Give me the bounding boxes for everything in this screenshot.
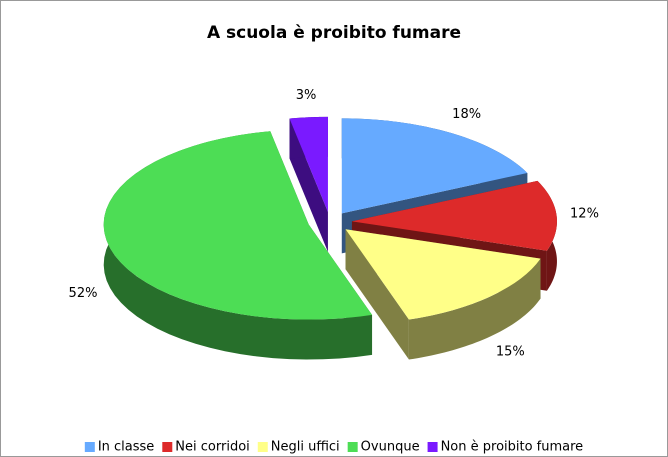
slice-top bbox=[103, 131, 373, 320]
legend-label: Negli uffici bbox=[271, 440, 340, 455]
data-label: 18% bbox=[452, 107, 481, 122]
slice bbox=[345, 229, 541, 360]
legend-swatch bbox=[257, 442, 268, 452]
legend-label: In classe bbox=[98, 440, 154, 455]
slice-top bbox=[345, 229, 541, 320]
slice-side bbox=[408, 258, 541, 360]
slice bbox=[103, 131, 373, 360]
data-label: 3% bbox=[296, 88, 317, 103]
data-label: 52% bbox=[69, 286, 98, 301]
slice bbox=[289, 116, 328, 252]
legend-label: Ovunque bbox=[361, 440, 420, 455]
chart-title: A scuola è proibito fumare bbox=[207, 23, 461, 43]
legend-swatch bbox=[84, 442, 95, 452]
legend-swatch bbox=[427, 442, 438, 452]
data-label: 15% bbox=[496, 344, 525, 359]
data-label: 12% bbox=[570, 207, 599, 222]
slice-top bbox=[351, 180, 557, 251]
legend-swatch bbox=[347, 442, 358, 452]
legend-label: Non è proibito fumare bbox=[441, 440, 584, 455]
legend-label: Nei corridoi bbox=[175, 440, 249, 455]
slice-top bbox=[289, 116, 328, 212]
slice-wall bbox=[345, 229, 409, 360]
slice-top bbox=[341, 118, 528, 214]
legend-swatch bbox=[162, 442, 173, 452]
